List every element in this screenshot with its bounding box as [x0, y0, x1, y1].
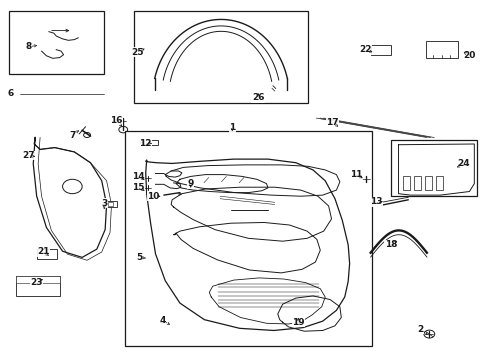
Text: 6: 6: [8, 89, 14, 98]
Bar: [426, 41, 457, 58]
Circle shape: [22, 286, 27, 290]
Text: 16: 16: [110, 116, 122, 125]
Text: 11: 11: [349, 170, 362, 179]
Bar: [435, 176, 442, 190]
Text: 12: 12: [139, 139, 152, 148]
Text: 25: 25: [131, 48, 144, 57]
Text: 19: 19: [291, 318, 304, 327]
Circle shape: [170, 323, 174, 326]
Bar: [16, 276, 60, 283]
Text: 22: 22: [359, 45, 371, 54]
Text: 20: 20: [462, 51, 475, 60]
Circle shape: [31, 286, 36, 290]
Bar: [9, 11, 104, 74]
Text: 15: 15: [131, 183, 144, 192]
Text: 26: 26: [251, 94, 264, 102]
Bar: [16, 276, 60, 296]
Bar: [390, 140, 476, 196]
Bar: [134, 11, 307, 103]
Text: 9: 9: [187, 179, 194, 188]
Text: 5: 5: [137, 253, 142, 262]
Bar: [124, 131, 371, 346]
Text: 21: 21: [37, 248, 49, 256]
Text: 14: 14: [131, 172, 144, 181]
Text: 10: 10: [147, 192, 160, 201]
Circle shape: [40, 286, 44, 290]
Text: 8: 8: [25, 42, 31, 51]
Circle shape: [48, 286, 53, 290]
Text: 24: 24: [456, 159, 469, 168]
Bar: [370, 45, 390, 55]
Text: 23: 23: [30, 278, 43, 287]
Bar: [37, 249, 57, 259]
Bar: [424, 176, 431, 190]
Text: 27: 27: [22, 151, 35, 160]
Text: 7: 7: [69, 130, 76, 139]
Text: 1: 1: [229, 123, 235, 132]
Bar: [105, 201, 117, 207]
Text: 17: 17: [325, 118, 338, 127]
Text: 3: 3: [101, 199, 107, 208]
Text: 4: 4: [159, 316, 165, 325]
Bar: [144, 140, 158, 145]
Circle shape: [144, 257, 148, 260]
Text: 18: 18: [384, 240, 397, 249]
Bar: [413, 176, 420, 190]
Bar: [107, 202, 113, 206]
Bar: [403, 176, 409, 190]
Text: 2: 2: [417, 325, 423, 334]
Text: 13: 13: [369, 197, 382, 206]
